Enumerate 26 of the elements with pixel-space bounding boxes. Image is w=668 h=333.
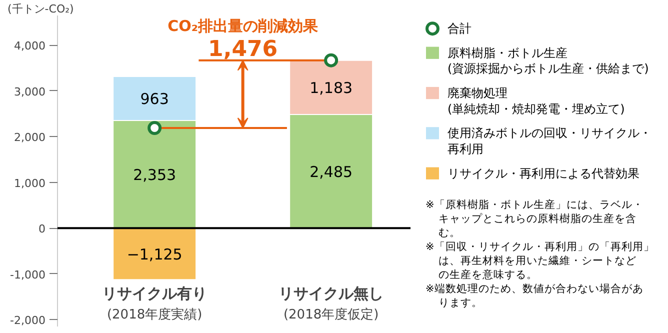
x-tick-label: リサイクル有り(2018年度実績) bbox=[102, 284, 208, 323]
bar bbox=[112, 228, 197, 280]
y-tick-label: -1,000 bbox=[10, 268, 46, 282]
y-axis-title: (千トン-CO₂) bbox=[8, 2, 74, 16]
legend-label: 使用済みボトルの回収・リサイクル・再利用 bbox=[448, 126, 652, 156]
data-label: −1,125 bbox=[126, 245, 182, 264]
data-label: 2,485 bbox=[310, 162, 353, 181]
x-tick-label: リサイクル無し(2018年度仮定) bbox=[278, 284, 384, 323]
annotation: CO₂排出量の削減効果 bbox=[168, 17, 319, 36]
text: ※「原料樹脂・ボトル生産」には、ラベル・キャップとこれらの原料樹脂の生産を含む。 bbox=[426, 198, 644, 240]
y-tick-label: 1,000 bbox=[14, 176, 46, 190]
text: ※「回収・リサイクル・再利用」の「再利用」は、再生材料を用いた繊維・シートなどの生産を意味する。 bbox=[426, 240, 654, 282]
data-label: 1,183 bbox=[310, 78, 353, 97]
y-tick-label: 4,000 bbox=[14, 40, 46, 53]
y-tick-label: 2,000 bbox=[14, 131, 46, 144]
y-tick-label: 0 bbox=[38, 222, 46, 236]
legend-label: リサイクル・再利用による代替効果 bbox=[448, 166, 640, 180]
y-tick-label: 3,000 bbox=[14, 85, 46, 98]
y-tick-label: -2,000 bbox=[10, 314, 46, 328]
legend-label: 合計 bbox=[448, 22, 472, 36]
annotation: 1,476 bbox=[208, 36, 278, 62]
legend-label: 原料樹脂・ボトル生産(資源採掘からボトル生産・供給まで) bbox=[448, 46, 649, 76]
data-label: 2,353 bbox=[133, 166, 176, 184]
legend-label: 廃棄物処理(単純焼却・焼却発電・埋め立て) bbox=[448, 86, 625, 116]
text: ※端数処理のため、数値が合わない場合があります。 bbox=[426, 282, 644, 310]
data-label: 963 bbox=[140, 90, 169, 108]
